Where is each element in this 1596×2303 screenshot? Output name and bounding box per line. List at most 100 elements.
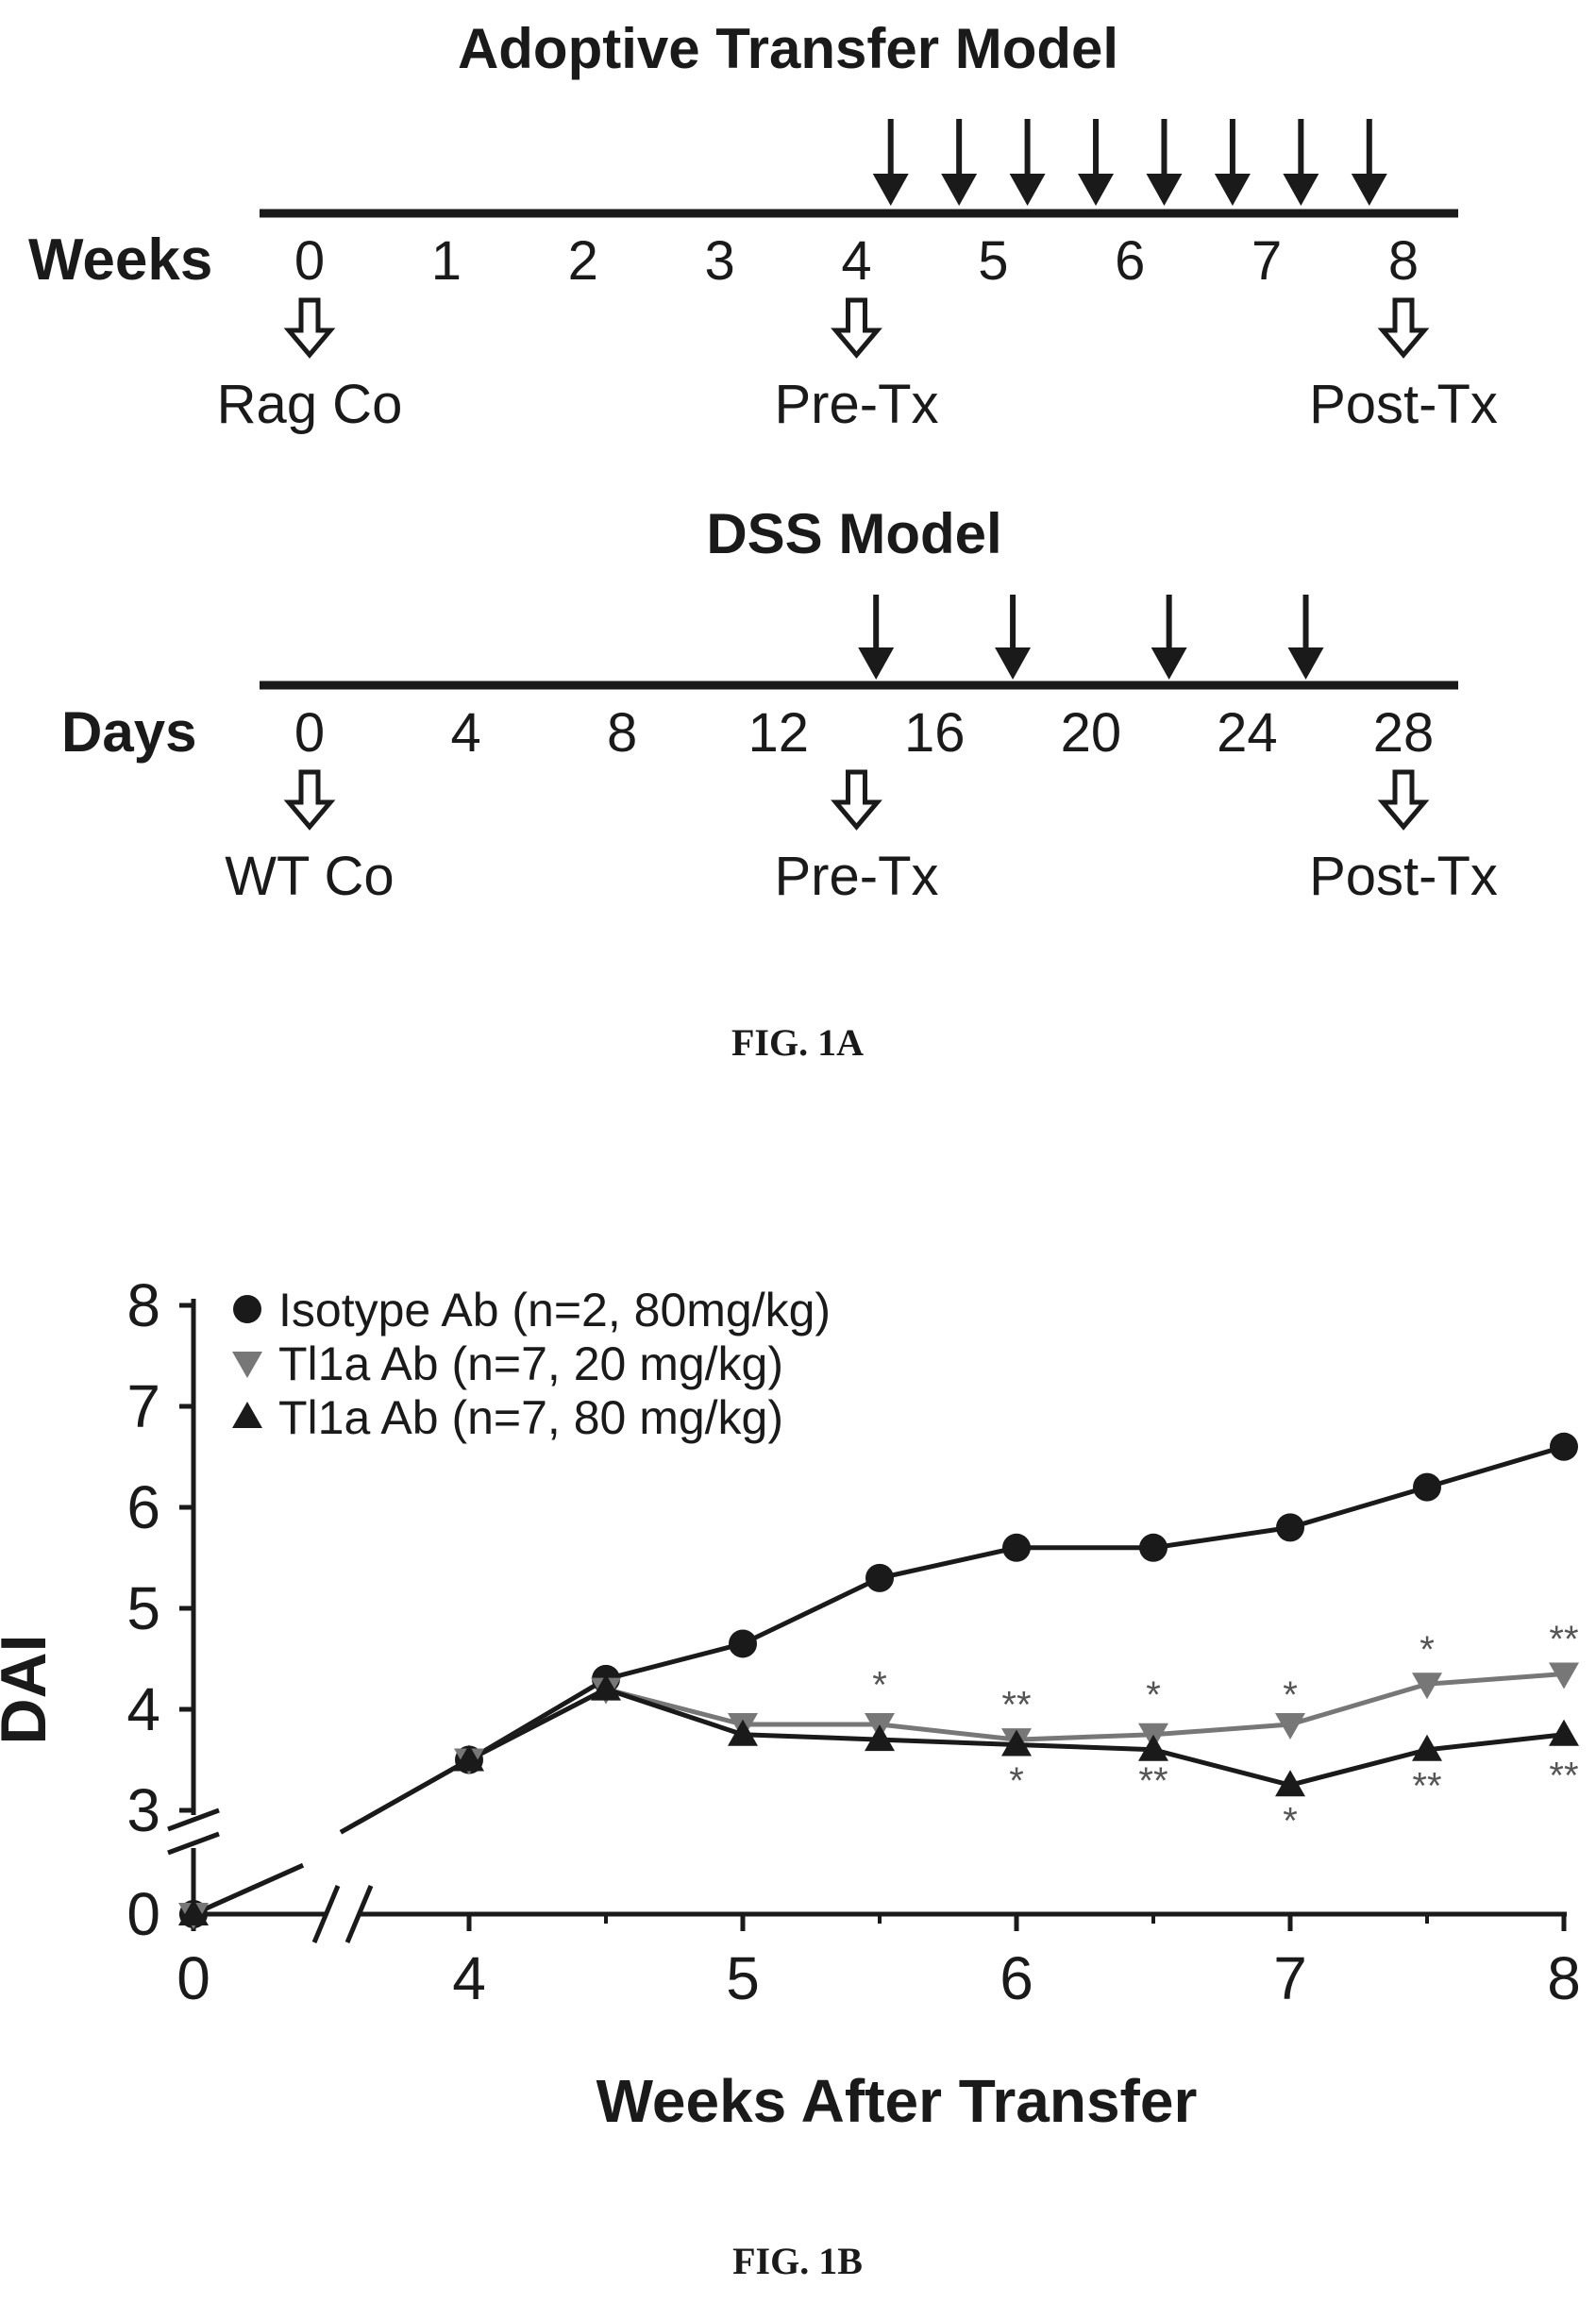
timepoint-marker: Pre-Tx — [775, 297, 939, 435]
treatment-arrow — [995, 595, 1032, 680]
significance-star: ** — [1549, 1756, 1578, 1797]
significance-star: ** — [1412, 1765, 1441, 1807]
arrow-head — [1283, 174, 1319, 206]
triangle-up-marker — [1412, 1734, 1442, 1761]
adoptive-title: Adoptive Transfer Model — [458, 17, 1118, 80]
dss-treatment-arrows — [858, 595, 1324, 680]
treatment-arrow — [1151, 595, 1187, 680]
triangle-down-marker — [1549, 1662, 1579, 1689]
arrow-head — [1214, 174, 1251, 206]
triangle-down-marker — [1275, 1713, 1305, 1740]
circle-marker — [233, 1295, 261, 1323]
triangle-up-marker — [1138, 1734, 1168, 1761]
timepoint-label: Post-Tx — [1309, 846, 1498, 907]
treatment-arrow — [1009, 119, 1046, 206]
tick-label: 8 — [1388, 230, 1419, 292]
significance-star: * — [1009, 1760, 1024, 1802]
circle-marker — [1413, 1472, 1441, 1502]
legend-entry: Isotype Ab (n=2, 80mg/kg) — [233, 1284, 831, 1336]
arrow-head — [1078, 174, 1115, 206]
circle-marker — [1550, 1432, 1578, 1461]
fig1a-caption: FIG. 1A — [731, 1021, 864, 1064]
significance-star: * — [872, 1664, 887, 1706]
significance-star: ** — [1549, 1619, 1578, 1660]
timepoint-marker: Post-Tx — [1309, 769, 1498, 907]
triangle-up-marker — [591, 1673, 621, 1701]
y-axis-break-mark — [167, 1831, 220, 1856]
tick-label: 1 — [431, 230, 462, 292]
y-tick-label: 4 — [126, 1675, 160, 1743]
treatment-arrow — [1146, 119, 1183, 206]
arrow-head — [1151, 647, 1187, 680]
significance-star: * — [1283, 1801, 1298, 1842]
x-tick-label: 7 — [1273, 1944, 1307, 2012]
adoptive-treatment-arrows — [872, 119, 1387, 206]
timepoint-marker: WT Co — [225, 769, 395, 907]
arrow-head — [1287, 647, 1324, 680]
legend-label: Tl1a Ab (n=7, 20 mg/kg) — [278, 1337, 783, 1390]
treatment-arrow — [872, 119, 909, 206]
tick-label: 4 — [841, 230, 871, 292]
tick-label: 16 — [904, 702, 966, 764]
arrow-head — [941, 174, 978, 206]
y-tick-label: 7 — [126, 1372, 160, 1440]
treatment-arrow — [941, 119, 978, 206]
triangle-up-marker — [178, 1899, 209, 1925]
timepoint-label: Pre-Tx — [775, 374, 939, 435]
triangle-up-marker — [1549, 1719, 1579, 1746]
x-tick-label: 4 — [452, 1944, 486, 2012]
y-tick-label: 6 — [126, 1473, 160, 1541]
tick-label: 4 — [450, 702, 480, 764]
triangle-up-marker — [865, 1724, 895, 1752]
dss-timeline: DSS Model Days 0 4 8 12 16 20 24 28 WT Co Pre-Tx… — [61, 502, 1498, 907]
significance-star: * — [1420, 1629, 1435, 1671]
dss-tick-labels: 0 4 8 12 16 20 24 28 — [294, 702, 1434, 764]
x-axis-title: Weeks After Transfer — [596, 2067, 1198, 2135]
tick-label: 5 — [978, 230, 1008, 292]
y-axis-break-mark — [167, 1807, 220, 1832]
legend-label: Tl1a Ab (n=7, 80 mg/kg) — [278, 1391, 783, 1444]
treatment-arrow — [1078, 119, 1115, 206]
tick-label: 7 — [1252, 230, 1282, 292]
treatment-arrow — [1351, 119, 1387, 206]
adoptive-tick-labels: 0 1 2 3 4 5 6 7 8 — [294, 230, 1419, 292]
tick-label: 3 — [704, 230, 734, 292]
legend-label: Isotype Ab (n=2, 80mg/kg) — [278, 1284, 831, 1336]
hollow-down-arrow — [283, 769, 336, 831]
treatment-arrow — [858, 595, 895, 680]
circle-marker — [1276, 1513, 1304, 1542]
circle-marker — [729, 1629, 757, 1658]
arrow-head — [1146, 174, 1183, 206]
y-axis-title: DAI — [0, 1634, 59, 1744]
y-tick-label: 3 — [126, 1776, 160, 1844]
arrow-head — [858, 647, 895, 680]
treatment-arrow — [1287, 595, 1324, 680]
circle-marker — [1002, 1533, 1031, 1562]
chart-legend: Isotype Ab (n=2, 80mg/kg)Tl1a Ab (n=7, 2… — [232, 1284, 831, 1444]
tick-label: 8 — [607, 702, 637, 764]
chart-significance-annotations: * ** * ** *** ***** ** — [872, 1619, 1578, 1842]
tick-label: 28 — [1373, 702, 1435, 764]
dss-axis-label: Days — [61, 700, 196, 764]
adoptive-timepoints: Rag Co Pre-Tx Post-Tx — [217, 297, 1498, 435]
timepoint-marker: Rag Co — [217, 297, 402, 435]
treatment-arrow — [1283, 119, 1319, 206]
triangle-up-marker — [454, 1744, 484, 1772]
triangle-up-marker — [1001, 1729, 1032, 1757]
dss-title: DSS Model — [706, 502, 1001, 565]
dss-timepoints: WT Co Pre-Tx Post-Tx — [225, 769, 1498, 907]
triangle-down-marker — [232, 1352, 262, 1378]
tick-label: 12 — [748, 702, 809, 764]
x-tick-label: 8 — [1547, 1944, 1581, 2012]
tick-label: 0 — [294, 230, 325, 292]
fig1b-caption: FIG. 1B — [732, 2240, 863, 2282]
timepoint-label: WT Co — [225, 846, 394, 907]
arrow-head — [1009, 174, 1046, 206]
tick-label: 6 — [1115, 230, 1145, 292]
tick-label: 20 — [1061, 702, 1122, 764]
y-tick-label: 0 — [126, 1880, 160, 1948]
triangle-down-marker — [1412, 1673, 1442, 1700]
